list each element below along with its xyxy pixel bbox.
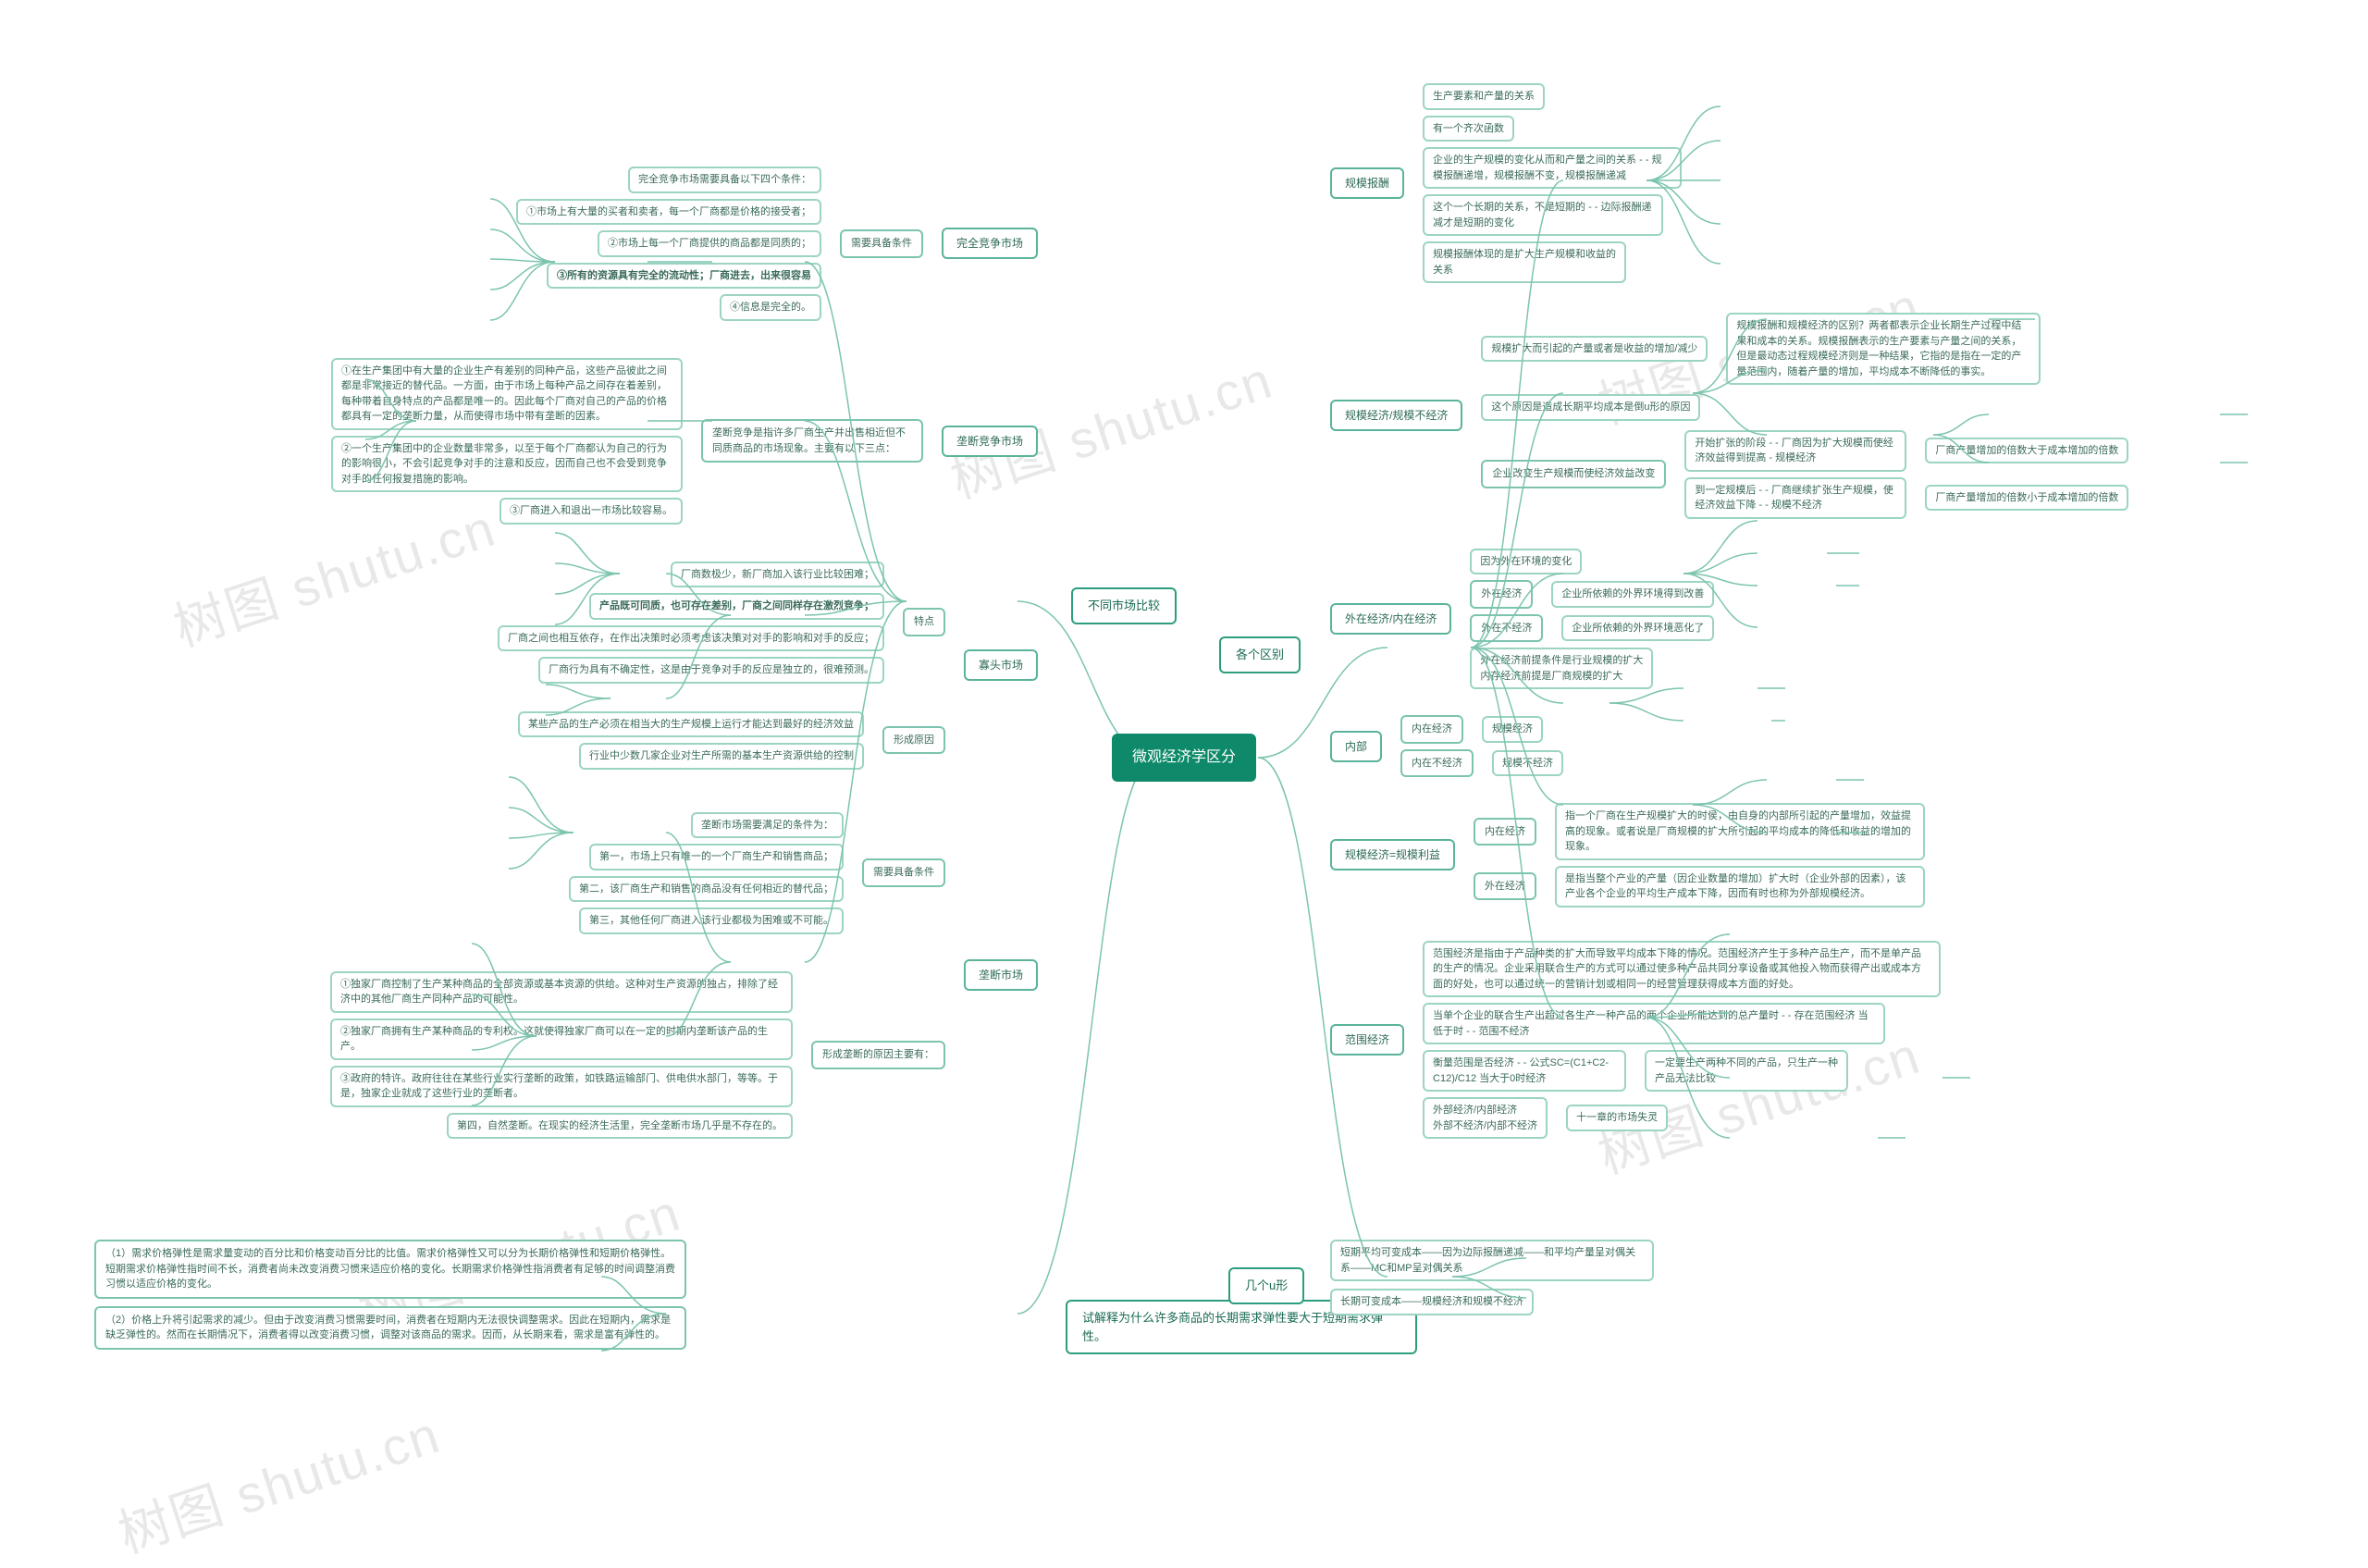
- monopolistic-market[interactable]: 垄断竞争市场: [942, 426, 1038, 457]
- scale-econ[interactable]: 规模经济/规模不经济: [1330, 400, 1462, 431]
- scale-profit-b: 外在经济: [1474, 872, 1536, 901]
- internal-b: 内在不经济: [1400, 749, 1474, 778]
- internal-a: 内在经济: [1400, 715, 1463, 744]
- market-compare[interactable]: 不同市场比较: [1071, 587, 1177, 624]
- oligopoly-feat-1: 产品既可同质，也可存在差别，厂商之间同样存在激烈竞争；: [589, 593, 884, 620]
- monopoly-cause-0: ①独家厂商控制了生产某种商品的全部资源或基本资源的供给。这种对生产资源的独占，排…: [330, 971, 793, 1013]
- scale-econ-r3b: 到一定规模后 - - 厂商继续扩张生产规模，使经济效益下降 - - 规模不经济: [1684, 477, 1906, 519]
- perfect-cond-intro: 完全竞争市场需要具备以下四个条件：: [628, 167, 821, 193]
- root-label: 微观经济学区分: [1112, 734, 1256, 782]
- monopoly-cond-intro: 垄断市场需要满足的条件为：: [691, 812, 844, 839]
- perfect-cond-2: ③所有的资源具有完全的流动性；厂商进去，出来很容易: [547, 263, 821, 290]
- scale-econ-r3b-note: 厂商产量增加的倍数小于成本增加的倍数: [1925, 485, 2128, 512]
- oligopoly-cause-0: 某些产品的生产必须在相当大的生产规模上运行才能达到最好的经济效益: [518, 711, 864, 738]
- internal[interactable]: 内部: [1330, 731, 1382, 762]
- external[interactable]: 外在经济/内在经济: [1330, 603, 1451, 635]
- monopolistic-def: 垄断竞争是指许多厂商生产并出售相近但不同质商品的市场现象。主要有以下三点：: [701, 419, 923, 463]
- watermark: 树图 shutu.cn: [107, 1393, 449, 1568]
- scale-econ-r1b: 规模报酬和规模经济的区别？两者都表示企业长期生产过程中结果和成本的关系。规模报酬…: [1726, 313, 2041, 385]
- returns-2: 企业的生产规模的变化从而和产量之间的关系 - - 规模报酬递增，规模报酬不变，规…: [1423, 147, 1682, 189]
- perfect-cond-3: ④信息是完全的。: [720, 294, 821, 321]
- internal-b-t: 规模不经济: [1492, 750, 1563, 777]
- monopoly-cond-label: 需要具备条件: [862, 858, 945, 887]
- monopoly-cond-2: 第三，其他任何厂商进入该行业都极为困难或不可能。: [579, 907, 844, 934]
- scope-intro: 范围经济是指由于产品种类的扩大而导致平均成本下降的情况。范围经济产生于多种产品生…: [1423, 941, 1941, 998]
- returns-3: 这个一个长期的关系，不是短期的 - - 边际报酬递减才是短期的变化: [1423, 194, 1663, 236]
- elasticity-p1: （2）价格上升将引起需求的减少。但由于改变消费习惯需要时间，消费者在短期内无法很…: [94, 1306, 686, 1350]
- scope-3: 外部经济/内部经济 外部不经济/内部不经济: [1423, 1097, 1548, 1139]
- monopoly-cause-3: 第四，自然垄断。在现实的经济生活里，完全垄断市场几乎是不存在的。: [447, 1113, 793, 1140]
- external-b-t: 企业所依赖的外界环境恶化了: [1561, 615, 1714, 642]
- oligopoly-cause-label: 形成原因: [882, 726, 945, 755]
- oligopoly-feat-label: 特点: [903, 608, 945, 636]
- scope-2-note: 一定要生产两种不同的产品，只生产一种产品无法比较: [1645, 1050, 1848, 1092]
- perfect-cond-0: ①市场上有大量的买者和卖者，每一个厂商都是价格的接受者；: [516, 199, 821, 226]
- external-a-t: 企业所依赖的外界环境得到改善: [1551, 581, 1714, 608]
- scale-econ-r1a: 规模扩大而引起的产量或者是收益的增加/减少: [1481, 336, 1708, 363]
- scale-econ-r3: 企业改变生产规模而使经济效益改变: [1481, 460, 1666, 488]
- scale-profit-b-t: 是指当整个产业的产量（因企业数量的增加）扩大时（企业外部的因素），该产业各个企业…: [1555, 866, 1925, 907]
- ushape-1: 长期可变成本——规模经济和规模不经济: [1330, 1289, 1534, 1315]
- scope-1: 当单个企业的联合生产出超过各生产一种产品的两个企业所能达到的总产量时 - - 存…: [1423, 1003, 1885, 1044]
- external-note: 外在经济前提条件是行业规模的扩大 内存经济前提是厂商规模的扩大: [1470, 648, 1653, 689]
- scale-econ-r3a-note: 厂商产量增加的倍数大于成本增加的倍数: [1925, 438, 2128, 464]
- external-a: 外在经济: [1470, 580, 1533, 609]
- scale-econ-r2: 这个原因是造成长期平均成本是倒u形的原因: [1481, 394, 1700, 421]
- external-b: 外在不经济: [1470, 614, 1543, 643]
- oligopoly-cause-1: 行业中少数几家企业对生产所需的基本生产资源供给的控制: [579, 743, 864, 770]
- oligopoly-market[interactable]: 寡头市场: [964, 649, 1038, 681]
- returns-0: 生产要素和产量的关系: [1423, 83, 1545, 110]
- external-intro: 因为外在环境的变化: [1470, 549, 1582, 575]
- oligopoly-feat-0: 厂商数极少，新厂商加入该行业比较困难；: [671, 562, 884, 588]
- monopoly-cause-1: ②独家厂商拥有生产某种商品的专利权。这就使得独家厂商可以在一定的时期内垄断该产品…: [330, 1019, 793, 1060]
- monopoly-cond-1: 第二，该厂商生产和销售的商品没有任何相近的替代品；: [569, 876, 844, 903]
- returns[interactable]: 规模报酬: [1330, 167, 1404, 199]
- ushape-0: 短期平均可变成本——因为边际报酬递减——和平均产量呈对偶关系——MC和MP呈对偶…: [1330, 1240, 1654, 1281]
- monopolistic-p0: ①在生产集团中有大量的企业生产有差别的同种产品，这些产品彼此之间都是非常接近的替…: [331, 358, 683, 430]
- ushape[interactable]: 几个u形: [1228, 1267, 1304, 1304]
- oligopoly-feat-2: 厂商之间也相互依存，在作出决策时必须考虑该决策对对手的影响和对手的反应；: [498, 625, 884, 652]
- elasticity-p0: （1）需求价格弹性是需求量变动的百分比和价格变动百分比的比值。需求价格弹性又可以…: [94, 1240, 686, 1299]
- scale-profit[interactable]: 规模经济=规模利益: [1330, 839, 1455, 870]
- monopolistic-p1: ②一个生产集团中的企业数量非常多，以至于每个厂商都认为自己的行为的影响很小，不会…: [331, 436, 683, 493]
- monopoly-cond-0: 第一，市场上只有唯一的一个厂商生产和销售商品；: [589, 844, 844, 870]
- monopoly-cause-label: 形成垄断的原因主要有：: [811, 1041, 945, 1069]
- perfect-market[interactable]: 完全竞争市场: [942, 228, 1038, 259]
- scale-profit-a-t: 指一个厂商在生产规模扩大的时侯，由自身的内部所引起的产量增加，效益提高的现象。或…: [1555, 803, 1925, 860]
- internal-a-t: 规模经济: [1482, 716, 1543, 743]
- perfect-cond-label: 需要具备条件: [840, 229, 923, 258]
- scope[interactable]: 范围经济: [1330, 1024, 1404, 1056]
- oligopoly-feat-3: 厂商行为具有不确定性，这是由于竞争对手的反应是独立的，很难预测。: [538, 657, 884, 684]
- scale-profit-a: 内在经济: [1474, 818, 1536, 846]
- monopoly-cause-2: ③政府的特许。政府往往在某些行业实行垄断的政策，如铁路运输部门、供电供水部门，等…: [330, 1066, 793, 1107]
- scope-3-note: 十一章的市场失灵: [1566, 1105, 1668, 1131]
- returns-1: 有一个齐次函数: [1423, 116, 1514, 142]
- monopoly-market[interactable]: 垄断市场: [964, 959, 1038, 991]
- scale-econ-r3a: 开始扩张的阶段 - - 厂商因为扩大规模而使经济效益得到提高 - 规模经济: [1684, 430, 1906, 472]
- perfect-cond-1: ②市场上每一个厂商提供的商品都是同质的；: [598, 230, 821, 257]
- returns-4: 规模报酬体现的是扩大生产规模和收益的关系: [1423, 241, 1626, 283]
- distinctions[interactable]: 各个区别: [1219, 636, 1301, 673]
- scope-2: 衡量范围是否经济 - - 公式SC=(C1+C2-C12)/C12 当大于0时经…: [1423, 1050, 1626, 1092]
- monopolistic-p2: ③厂商进入和退出一市场比较容易。: [500, 498, 683, 525]
- root-node[interactable]: 微观经济学区分: [1112, 734, 1256, 782]
